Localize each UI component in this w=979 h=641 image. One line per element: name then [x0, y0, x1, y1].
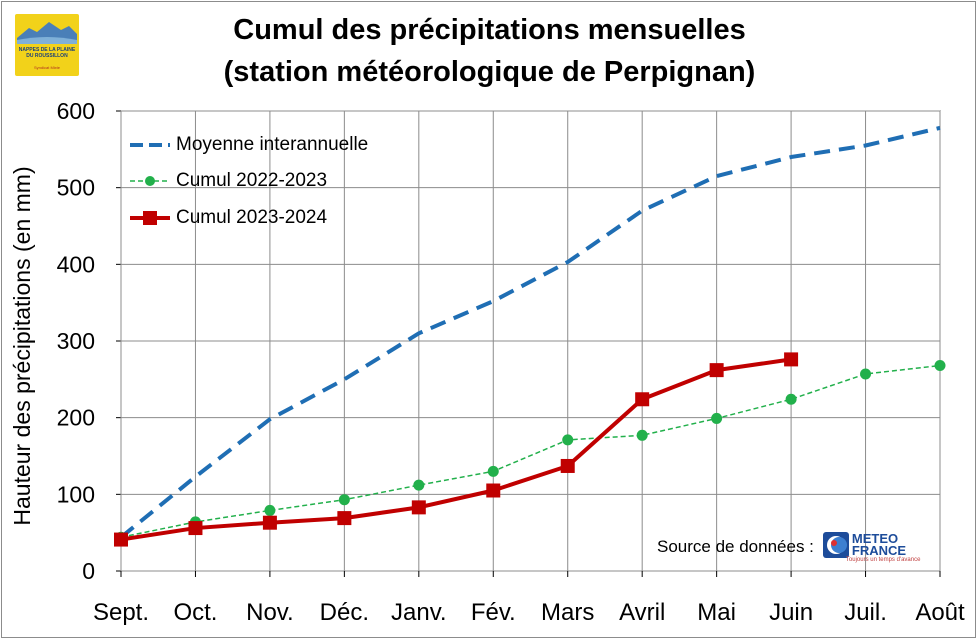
legend-swatch-2023-2024 [130, 211, 170, 225]
y-tick-label: 300 [57, 328, 95, 354]
source-label: Source de données : [657, 537, 814, 556]
series-2-point [262, 515, 277, 530]
x-tick-label: Sept. [93, 599, 149, 626]
x-tick-label: Janv. [391, 599, 447, 626]
meteo-france-logo: METEO FRANCE Toujours un temps d'avance [820, 530, 920, 564]
series-2-point [784, 352, 799, 367]
legend-item-2022-2023: Cumul 2022-2023 [128, 167, 327, 195]
x-tick-label: Juil. [844, 599, 887, 626]
series-1-point [636, 429, 648, 441]
legend-item-2023-2024: Cumul 2023-2024 [128, 204, 327, 232]
y-tick-label: 100 [57, 481, 95, 507]
legend-swatch-average [130, 143, 170, 147]
series-2-point [411, 500, 426, 515]
y-axis-label: Hauteur des précipitations (en mm) [9, 166, 35, 525]
meteo-france-line2: FRANCE [851, 543, 907, 558]
syndicat-logo: NAPPES DE LA PLAINE DU ROUSSILLON Syndic… [15, 14, 79, 76]
series-1-point [487, 465, 499, 477]
y-tick-label: 400 [57, 251, 95, 277]
series-0-line [119, 125, 941, 539]
series-1-line [120, 364, 941, 539]
legend-label-2022-2023: Cumul 2022-2023 [176, 170, 328, 191]
y-tick-label: 500 [57, 175, 95, 201]
series-2-point [709, 363, 724, 378]
series-1-point [562, 434, 574, 446]
series-2-point [560, 458, 575, 473]
y-tick-label: 200 [57, 405, 95, 431]
globe-icon [822, 532, 849, 558]
logo-subtext: Syndicat Mixte [33, 65, 60, 70]
y-tick-label: 600 [57, 98, 95, 124]
series-1-point [264, 504, 276, 516]
legend-item-average: Moyenne interannuelle [128, 131, 368, 159]
legend-swatch-2022-2023 [130, 176, 170, 186]
x-tick-label: Avril [619, 599, 665, 626]
series-2-point [114, 532, 128, 547]
series-2-point [486, 483, 501, 498]
series-2-point [635, 392, 650, 407]
legend-label-2023-2024: Cumul 2023-2024 [176, 207, 328, 228]
logo-text: NAPPES DE LA PLAINE DU ROUSSILLON [18, 47, 76, 59]
chart-title-line2: (station météorologique de Perpignan) [223, 56, 756, 88]
series-1-point [711, 412, 723, 424]
meteo-france-tagline: Toujours un temps d'avance [845, 557, 921, 563]
x-tick-label: Mars [541, 599, 594, 626]
series-2-point [337, 511, 352, 526]
legend-label-average: Moyenne interannuelle [176, 134, 369, 155]
series-1-point [934, 360, 946, 372]
x-tick-label: Fév. [471, 599, 516, 626]
x-tick-label: Nov. [246, 599, 294, 626]
chart-title-line1: Cumul des précipitations mensuelles [233, 14, 746, 46]
meteo-france-line1: METEO [851, 531, 899, 546]
series-2-line [120, 357, 792, 542]
series-1-point [413, 479, 425, 491]
series-1-point [785, 393, 797, 405]
x-tick-label: Juin [769, 599, 813, 626]
series-1-point [338, 494, 350, 506]
data-source: Source de données : METEO FRANCE Toujour… [657, 530, 920, 564]
x-tick-label: Déc. [320, 599, 369, 626]
mountain-icon [17, 22, 77, 44]
y-tick-label: 0 [82, 558, 95, 584]
series-2-point [188, 521, 203, 536]
series-1-point [860, 368, 872, 380]
x-tick-label: Mai [697, 599, 736, 626]
x-tick-label: Août [915, 599, 965, 626]
x-tick-label: Oct. [173, 599, 217, 626]
